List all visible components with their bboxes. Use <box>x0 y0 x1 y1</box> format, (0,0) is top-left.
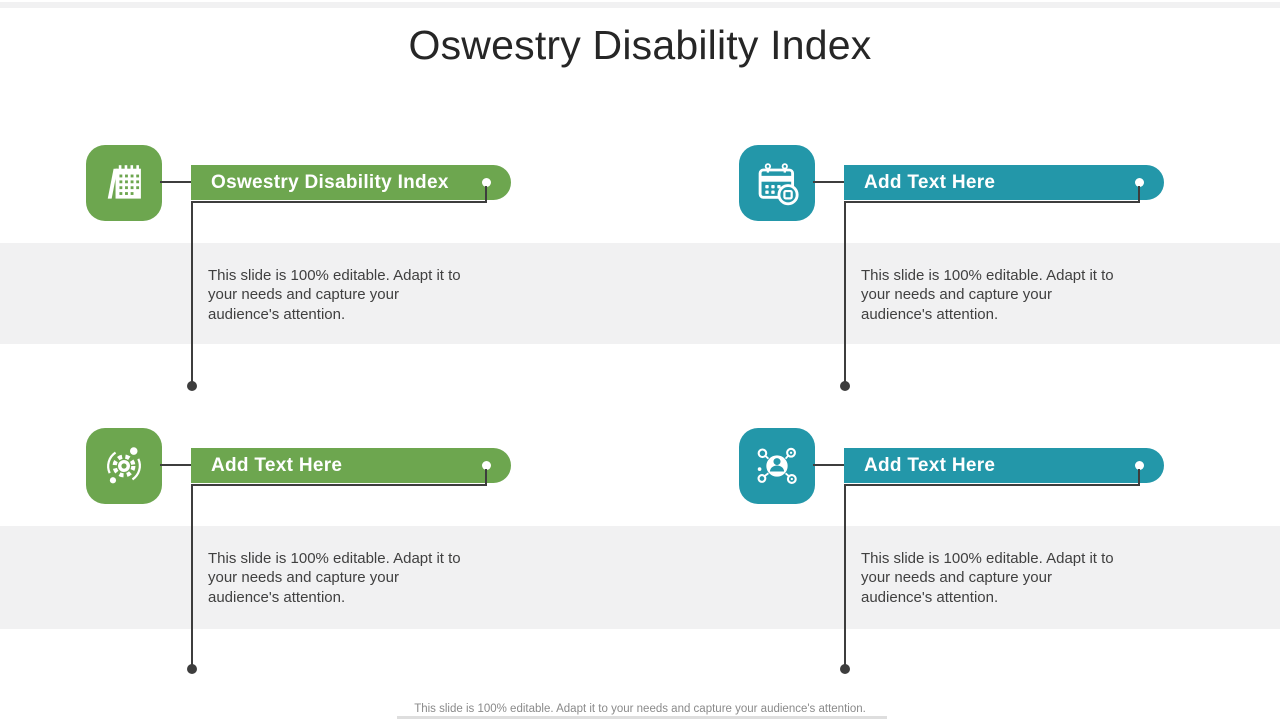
banner-label: Oswestry Disability Index <box>211 172 449 193</box>
background-band-bottom <box>0 526 1280 629</box>
banner-label: Add Text Here <box>864 172 996 193</box>
icon-to-banner-line <box>160 181 191 183</box>
body-text-placeholder[interactable]: This slide is 100% editable. Adapt it to… <box>208 266 498 324</box>
body-line: your needs and capture your <box>208 286 399 304</box>
body-line: your needs and capture your <box>861 569 1052 587</box>
connector-drop <box>1138 186 1140 203</box>
connector-vertical <box>844 484 846 668</box>
connector-horizontal <box>191 201 487 203</box>
people-network-icon <box>739 428 815 504</box>
calendar-badge-icon <box>739 145 815 221</box>
body-line: audience's attention. <box>208 305 346 323</box>
connector-horizontal <box>844 484 1140 486</box>
body-line: This slide is 100% editable. Adapt it to <box>208 267 461 284</box>
info-block-top-left: Oswestry Disability Index This slide is … <box>86 145 531 405</box>
banner-endpoint-dot <box>1135 461 1144 470</box>
icon-to-banner-line <box>813 464 844 466</box>
banner-endpoint-dot <box>482 178 491 187</box>
connector-end-dot <box>840 381 850 391</box>
connector-end-dot <box>187 664 197 674</box>
connector-drop <box>1138 469 1140 486</box>
body-line: your needs and capture your <box>861 286 1052 304</box>
info-block-top-right: Add Text Here This slide is 100% editabl… <box>739 145 1184 405</box>
body-text-placeholder[interactable]: This slide is 100% editable. Adapt it to… <box>861 549 1151 607</box>
top-divider-strip <box>0 2 1280 8</box>
desk-calendar-icon <box>86 145 162 221</box>
body-line: audience's attention. <box>861 305 999 323</box>
page-title[interactable]: Oswestry Disability Index <box>408 22 872 68</box>
info-block-bottom-left: Add Text Here This slide is 100% editabl… <box>86 428 531 688</box>
connector-drop <box>485 469 487 486</box>
info-block-bottom-right: Add Text Here This slide is 100% editabl… <box>739 428 1184 688</box>
connector-horizontal <box>191 484 487 486</box>
gear-orbit-icon <box>86 428 162 504</box>
body-text-placeholder[interactable]: This slide is 100% editable. Adapt it to… <box>208 549 498 607</box>
connector-vertical <box>191 484 193 668</box>
icon-to-banner-line <box>160 464 191 466</box>
connector-vertical <box>844 201 846 385</box>
connector-end-dot <box>840 664 850 674</box>
footer-note: This slide is 100% editable. Adapt it to… <box>414 703 866 715</box>
body-line: This slide is 100% editable. Adapt it to <box>208 550 461 567</box>
body-text-placeholder[interactable]: This slide is 100% editable. Adapt it to… <box>861 266 1151 324</box>
icon-to-banner-line <box>813 181 844 183</box>
banner-top-left[interactable]: Oswestry Disability Index <box>191 165 511 200</box>
banner-bottom-left[interactable]: Add Text Here <box>191 448 511 483</box>
banner-label: Add Text Here <box>211 455 343 476</box>
body-line: This slide is 100% editable. Adapt it to <box>861 550 1114 567</box>
banner-label: Add Text Here <box>864 455 996 476</box>
banner-endpoint-dot <box>482 461 491 470</box>
connector-horizontal <box>844 201 1140 203</box>
background-band-top <box>0 243 1280 344</box>
connector-end-dot <box>187 381 197 391</box>
banner-bottom-right[interactable]: Add Text Here <box>844 448 1164 483</box>
banner-endpoint-dot <box>1135 178 1144 187</box>
connector-vertical <box>191 201 193 385</box>
connector-drop <box>485 186 487 203</box>
banner-top-right[interactable]: Add Text Here <box>844 165 1164 200</box>
body-line: This slide is 100% editable. Adapt it to <box>861 267 1114 284</box>
body-line: audience's attention. <box>861 588 999 606</box>
body-line: audience's attention. <box>208 588 346 606</box>
bottom-divider-strip <box>397 716 887 719</box>
body-line: your needs and capture your <box>208 569 399 587</box>
